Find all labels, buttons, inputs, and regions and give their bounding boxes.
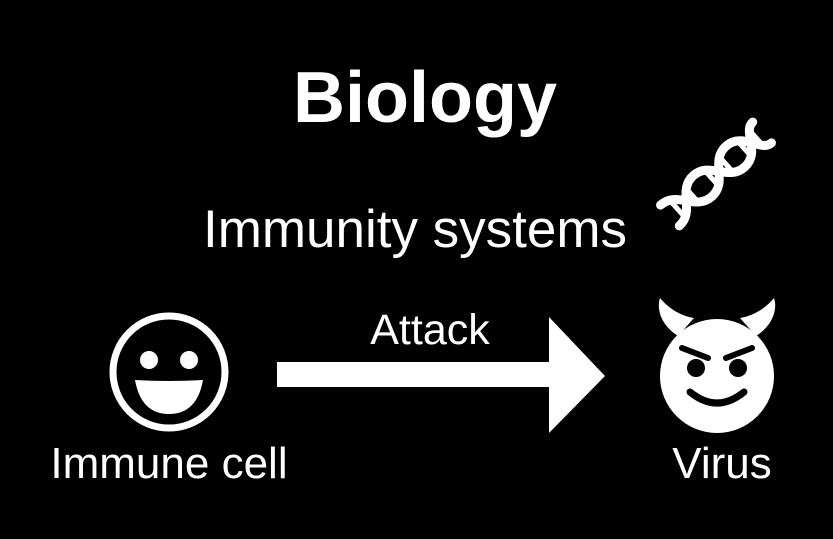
diagram-title: Biology [293,58,557,138]
diagram-subtitle: Immunity systems [202,200,628,259]
right-arrow-icon [277,317,605,433]
attack-label: Attack [370,306,490,354]
smiling-devil-icon [658,298,776,433]
smiley-face-icon [109,312,229,432]
immune-cell-label: Immune cell [50,439,288,488]
virus-label: Virus [672,439,772,488]
dna-icon [656,117,776,231]
